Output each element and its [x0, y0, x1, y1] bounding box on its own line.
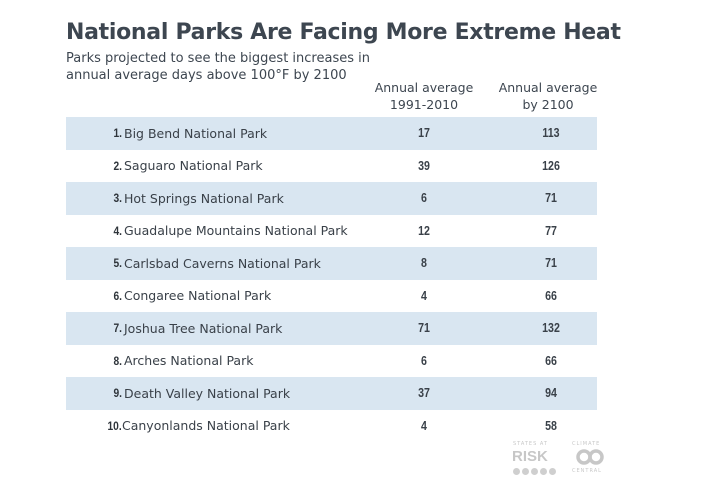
states-at-risk-logo: STATES AT RISK	[512, 441, 558, 475]
column-header-line: 1991-2010	[389, 97, 459, 112]
value-2100: 58	[545, 418, 557, 433]
column-header-1991-2010: Annual average 1991-2010	[359, 79, 489, 113]
rank: 4.	[113, 223, 122, 238]
logo-text: STATES AT	[513, 441, 548, 447]
rank: 9.	[113, 386, 122, 401]
table-row: 3. Hot Springs National Park 6 71	[66, 182, 597, 215]
park-name: Canyonlands National Park	[122, 418, 290, 434]
table-row: 5. Carlsbad Caverns National Park 8 71	[66, 247, 597, 280]
column-header-line: Annual average	[498, 80, 598, 95]
rank: 2.	[113, 158, 122, 173]
logo-text: CENTRAL	[572, 468, 602, 474]
rank: 6.	[113, 288, 122, 303]
table-row: 6. Congaree National Park 4 66	[66, 280, 597, 313]
rank: 7.	[113, 321, 122, 336]
logo-text: RISK	[512, 448, 548, 465]
table-row: 1. Big Bend National Park 17 113	[66, 117, 597, 150]
value-1991-2010: 37	[418, 386, 430, 401]
rank: 10.	[107, 418, 122, 433]
logo-text: CLIMATE	[572, 441, 601, 447]
rank: 3.	[113, 191, 122, 206]
value-2100: 71	[545, 191, 557, 206]
park-name: Carlsbad Caverns National Park	[124, 255, 321, 271]
value-1991-2010: 12	[418, 223, 430, 238]
table-row: 2. Saguaro National Park 39 126	[66, 150, 597, 183]
risk-dots-icon	[513, 468, 556, 475]
park-name: Saguaro National Park	[124, 158, 263, 174]
table-row: 8. Arches National Park 6 66	[66, 345, 597, 378]
value-1991-2010: 71	[418, 321, 430, 336]
column-header-2100: Annual average by 2100	[483, 79, 613, 113]
chart-title: National Parks Are Facing More Extreme H…	[66, 20, 621, 45]
park-name: Death Valley National Park	[124, 385, 291, 401]
park-name: Big Bend National Park	[124, 125, 268, 141]
value-2100: 94	[545, 386, 557, 401]
value-2100: 66	[545, 288, 557, 303]
table-row: 10. Canyonlands National Park 4 58	[66, 410, 597, 443]
chart-subtitle: Parks projected to see the biggest incre…	[66, 51, 370, 83]
table-row: 7. Joshua Tree National Park 71 132	[66, 312, 597, 345]
value-2100: 71	[545, 256, 557, 271]
rank: 1.	[113, 126, 122, 141]
column-header-line: Annual average	[374, 80, 474, 95]
value-1991-2010: 8	[421, 256, 427, 271]
value-1991-2010: 6	[421, 191, 427, 206]
value-2100: 132	[542, 321, 560, 336]
value-1991-2010: 4	[421, 288, 427, 303]
value-2100: 77	[545, 223, 557, 238]
table-row: 4. Guadalupe Mountains National Park 12 …	[66, 215, 597, 248]
climate-central-icon	[576, 449, 604, 465]
park-name: Guadalupe Mountains National Park	[124, 223, 348, 239]
value-2100: 113	[542, 126, 560, 141]
rank: 8.	[113, 353, 122, 368]
park-name: Joshua Tree National Park	[124, 320, 283, 336]
value-2100: 66	[545, 353, 557, 368]
park-name: Arches National Park	[124, 353, 254, 369]
logos: STATES AT RISK CLIMATE CENTRAL	[512, 441, 612, 475]
table-row: 9. Death Valley National Park 37 94	[66, 377, 597, 410]
park-name: Hot Springs National Park	[124, 190, 284, 206]
column-header-line: by 2100	[522, 97, 574, 112]
value-1991-2010: 17	[418, 126, 430, 141]
park-name: Congaree National Park	[124, 288, 272, 304]
value-1991-2010: 6	[421, 353, 427, 368]
climate-central-logo: CLIMATE CENTRAL	[568, 441, 612, 475]
parks-table: 1. Big Bend National Park 17 113 2. Sagu…	[66, 117, 597, 442]
value-1991-2010: 39	[418, 158, 430, 173]
value-1991-2010: 4	[421, 418, 427, 433]
value-2100: 126	[542, 158, 560, 173]
rank: 5.	[113, 256, 122, 271]
